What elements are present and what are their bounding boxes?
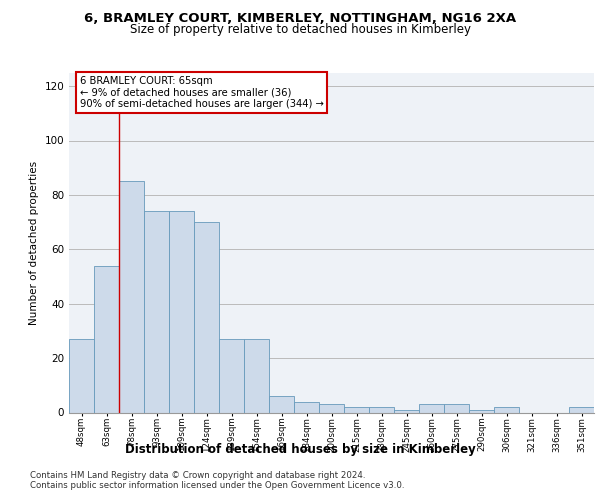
Bar <box>119 182 144 412</box>
Y-axis label: Number of detached properties: Number of detached properties <box>29 160 39 324</box>
Bar <box>394 410 419 412</box>
Text: Size of property relative to detached houses in Kimberley: Size of property relative to detached ho… <box>130 22 470 36</box>
Bar <box>219 339 244 412</box>
Bar <box>69 339 94 412</box>
Text: 6 BRAMLEY COURT: 65sqm
← 9% of detached houses are smaller (36)
90% of semi-deta: 6 BRAMLEY COURT: 65sqm ← 9% of detached … <box>79 76 323 109</box>
Bar <box>444 404 469 412</box>
Bar <box>169 211 194 412</box>
Bar <box>569 407 594 412</box>
Bar <box>319 404 344 412</box>
Bar <box>94 266 119 412</box>
Text: Distribution of detached houses by size in Kimberley: Distribution of detached houses by size … <box>125 442 475 456</box>
Bar <box>344 407 369 412</box>
Bar <box>494 407 519 412</box>
Bar <box>369 407 394 412</box>
Bar <box>144 211 169 412</box>
Text: Contains public sector information licensed under the Open Government Licence v3: Contains public sector information licen… <box>30 481 404 490</box>
Bar <box>469 410 494 412</box>
Bar <box>294 402 319 412</box>
Text: 6, BRAMLEY COURT, KIMBERLEY, NOTTINGHAM, NG16 2XA: 6, BRAMLEY COURT, KIMBERLEY, NOTTINGHAM,… <box>84 12 516 26</box>
Bar <box>194 222 219 412</box>
Bar <box>269 396 294 412</box>
Bar <box>419 404 444 412</box>
Text: Contains HM Land Registry data © Crown copyright and database right 2024.: Contains HM Land Registry data © Crown c… <box>30 471 365 480</box>
Bar <box>244 339 269 412</box>
